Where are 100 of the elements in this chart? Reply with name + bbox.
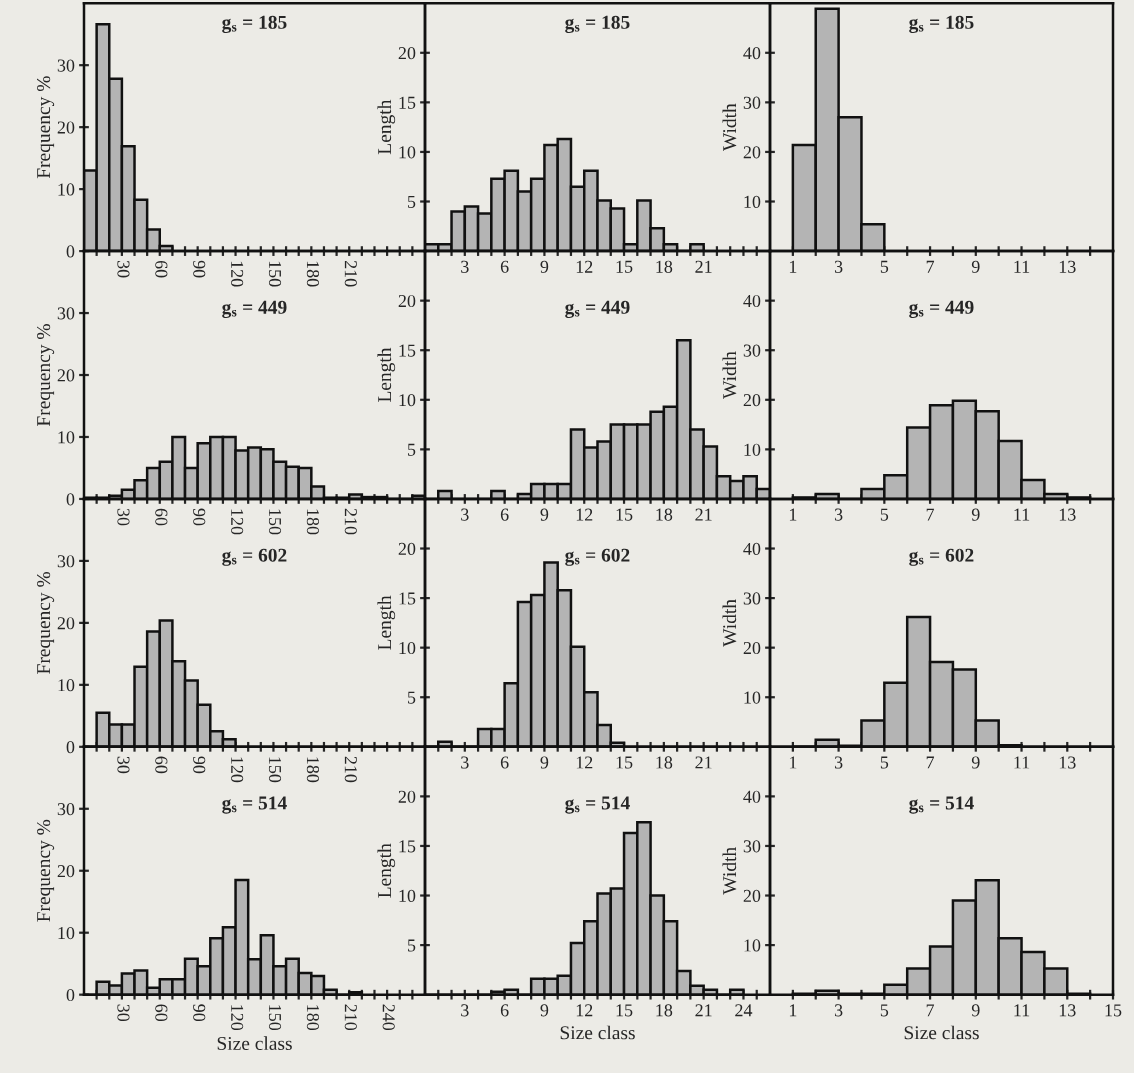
y-tick-label: 30 — [743, 840, 761, 853]
text: g$_{s}$ = 602 — [565, 548, 630, 566]
x-tick-label: 15 — [1105, 1004, 1122, 1017]
text: g$_{s}$ = 514 — [909, 796, 974, 814]
x-tick-label: 1 — [789, 756, 797, 769]
y-axis-title: Frequency % — [37, 571, 55, 674]
x-tick-label: 18 — [656, 1004, 673, 1017]
y-tick-label: 20 — [743, 641, 761, 655]
x-tick-label: 12 — [576, 508, 593, 521]
x-tick-label: 24 — [735, 1004, 753, 1017]
y-tick-label: 10 — [744, 195, 761, 208]
text: g$_{s}$ = 449 — [909, 300, 974, 318]
text: g$_{s}$ = 514 — [565, 796, 630, 814]
y-tick-label: 5 — [407, 443, 416, 456]
y-tick-label: 15 — [399, 344, 416, 357]
y-tick-label: 20 — [398, 294, 416, 308]
x-tick-label: 90 — [193, 756, 206, 774]
x-tick-label: 15 — [616, 260, 633, 273]
y-axis-title: Width — [722, 103, 737, 152]
x-tick-label: 12 — [576, 756, 593, 769]
x-tick-label: 210 — [344, 756, 357, 783]
x-tick-label: 3 — [461, 260, 469, 273]
y-tick-label: 40 — [743, 542, 761, 555]
y-tick-label: 30 — [57, 555, 75, 568]
x-tick-label: 240 — [382, 1004, 395, 1031]
x-tick-label: 3 — [834, 508, 843, 521]
x-tick-label: 15 — [616, 1004, 633, 1017]
x-tick-label: 11 — [1014, 508, 1030, 521]
x-tick-label: 7 — [926, 260, 935, 273]
x-tick-label: 18 — [656, 260, 673, 273]
text: g$_{s}$ = 514 — [222, 796, 287, 814]
x-tick-label: 5 — [880, 260, 889, 273]
y-axis-title: Frequency % — [37, 324, 55, 427]
x-tick-label: 12 — [576, 260, 593, 273]
x-tick-label: 11 — [1014, 1004, 1030, 1017]
y-tick-label: 15 — [399, 96, 416, 109]
y-axis-title: Width — [722, 847, 737, 895]
y-tick-label: 10 — [399, 641, 416, 655]
x-tick-label: 21 — [695, 1004, 712, 1017]
x-tick-label: 150 — [268, 261, 282, 287]
x-tick-label: 9 — [540, 1004, 549, 1017]
y-axis-title: Frequency % — [37, 76, 55, 179]
x-tick-label: 150 — [268, 757, 282, 783]
x-tick-label: 5 — [880, 508, 889, 521]
y-tick-label: 15 — [399, 592, 416, 605]
x-tick-label: 3 — [834, 756, 843, 769]
x-tick-label: 3 — [834, 260, 843, 273]
x-tick-label: 12 — [576, 1004, 593, 1017]
y-tick-label: 40 — [743, 47, 761, 60]
x-tick-label: 15 — [616, 756, 633, 769]
x-tick-label: 18 — [656, 756, 673, 769]
y-tick-label: 0 — [66, 741, 75, 754]
x-tick-label: 7 — [926, 1004, 935, 1017]
x-tick-label: 1 — [789, 1004, 797, 1017]
x-tick-label: 9 — [540, 756, 549, 769]
x-tick-label: 210 — [344, 508, 357, 535]
y-tick-label: 20 — [57, 617, 75, 630]
x-tick-label: 210 — [344, 260, 357, 287]
y-tick-label: 20 — [57, 121, 75, 134]
x-tick-label: 120 — [231, 757, 244, 783]
y-tick-label: 20 — [57, 369, 75, 382]
y-tick-label: 0 — [66, 493, 75, 506]
y-tick-label: 40 — [743, 790, 761, 803]
y-axis-title: Length — [377, 595, 396, 650]
x-tick-label: 120 — [231, 261, 244, 287]
x-tick-label: 6 — [500, 1004, 509, 1017]
text: g$_{s}$ = 602 — [222, 548, 287, 566]
x-tick-label: 15 — [616, 508, 633, 521]
y-axis-title: Width — [722, 599, 737, 647]
x-tick-label: 180 — [306, 1005, 319, 1031]
x-tick-label: 6 — [500, 260, 509, 273]
x-tick-label: 3 — [834, 1004, 843, 1017]
x-tick-label: 13 — [1059, 508, 1076, 521]
x-tick-label: 5 — [880, 1004, 889, 1017]
x-tick-label: 6 — [500, 756, 509, 769]
y-tick-label: 20 — [398, 790, 416, 803]
y-tick-label: 10 — [744, 691, 761, 704]
x-tick-label: 11 — [1014, 756, 1030, 769]
y-tick-label: 0 — [66, 245, 75, 258]
y-tick-label: 20 — [57, 865, 75, 878]
text: g$_{s}$ = 449 — [222, 300, 287, 318]
x-tick-label: 6 — [500, 508, 509, 521]
x-tick-label: 21 — [695, 508, 712, 521]
x-tick-label: 21 — [695, 756, 712, 769]
x-tick-label: 120 — [231, 509, 244, 535]
y-tick-label: 30 — [57, 307, 75, 320]
y-tick-label: 10 — [58, 431, 75, 444]
x-tick-label: 7 — [926, 508, 935, 521]
x-tick-label: 3 — [461, 756, 469, 769]
y-tick-label: 30 — [743, 96, 761, 109]
x-tick-label: 5 — [880, 756, 889, 769]
text: g$_{s}$ = 449 — [565, 300, 630, 318]
x-tick-label: 21 — [695, 260, 712, 273]
x-tick-label: 90 — [193, 508, 206, 526]
y-axis-title: Length — [377, 843, 396, 898]
x-tick-label: 13 — [1059, 260, 1076, 273]
x-axis-title: Size class — [560, 1025, 635, 1040]
y-tick-label: 40 — [743, 294, 761, 308]
x-tick-label: 150 — [268, 1005, 282, 1031]
x-tick-label: 1 — [789, 508, 797, 521]
